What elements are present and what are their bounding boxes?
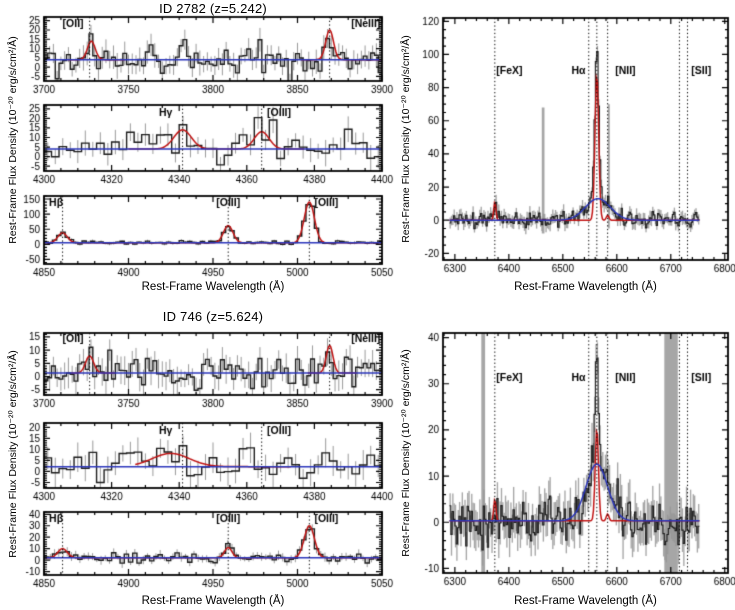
yaxis-title-bottom-left: Rest-Frame Flux Density (10⁻²⁰ erg/s/cm²… — [7, 350, 19, 558]
xaxis-title-bottom-right: Rest-Frame Wavelength (Å) — [514, 595, 657, 607]
xaxis-title-top-right: Rest-Frame Wavelength (Å) — [514, 281, 657, 293]
yaxis-title-top-left: Rest-Frame Flux Density (10⁻²⁰ erg/s/cm²… — [7, 36, 19, 244]
yaxis-title-top-right: Rest-Frame Flux Density (10⁻²⁰ erg/s/cm²… — [400, 35, 412, 243]
panel-title-id746: ID 746 (z=5.624) — [162, 309, 264, 324]
yaxis-title-bottom-right: Rest-Frame Flux Density (10⁻²⁰ erg/s/cm²… — [400, 349, 412, 557]
panel-title-id2782: ID 2782 (z=5.242) — [159, 1, 267, 16]
xaxis-title-bottom-left: Rest-Frame Wavelength (Å) — [141, 595, 285, 607]
xaxis-title-top-left: Rest-Frame Wavelength (Å) — [141, 281, 285, 293]
